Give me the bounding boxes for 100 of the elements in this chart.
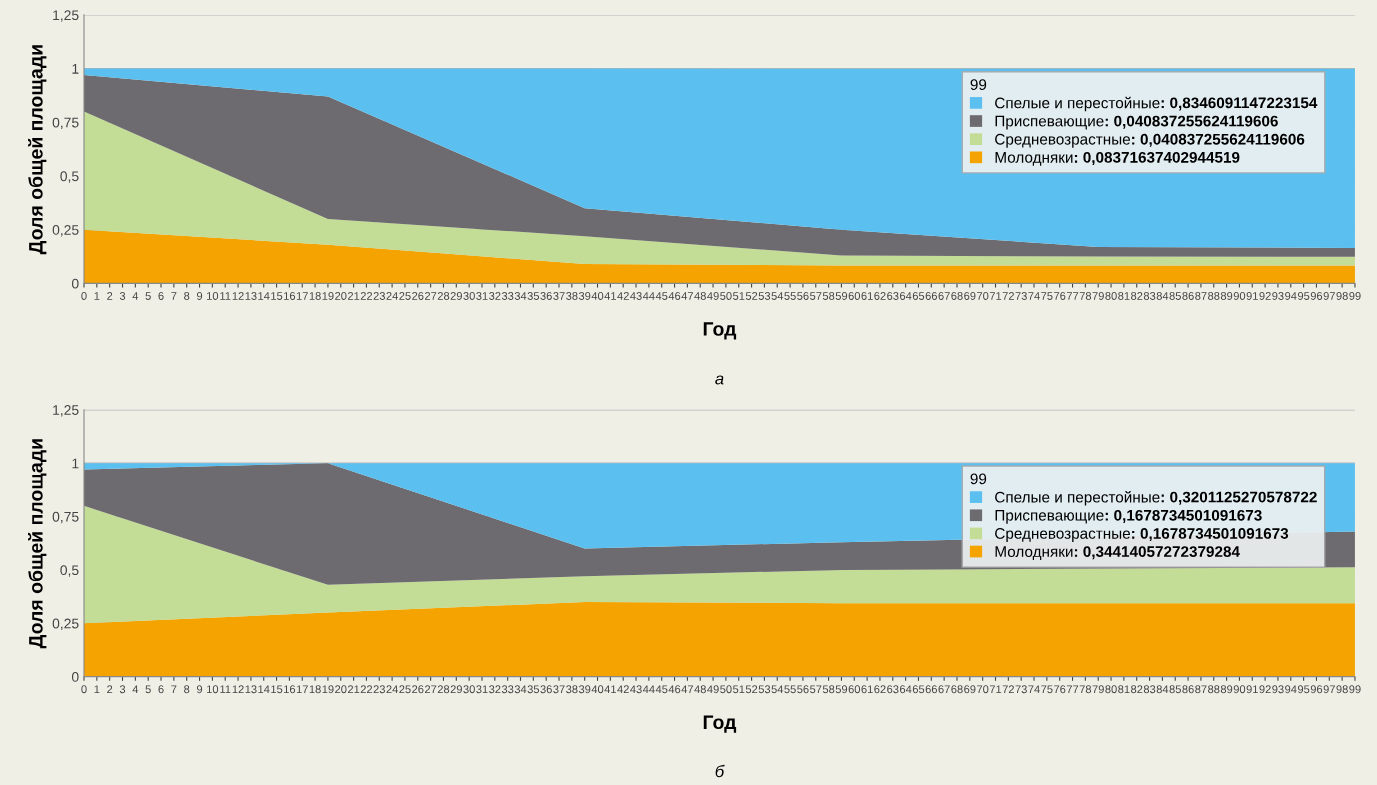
annotation: : 0,1678734501091673 <box>1105 509 1262 523</box>
x-tick-label: 85 <box>1169 685 1181 694</box>
x-tick-label: 30 <box>463 292 475 300</box>
x-tick-label: 55 <box>784 685 796 694</box>
x-tick-label: 11 <box>220 292 231 300</box>
y-tick-label: 0,75 <box>52 117 79 130</box>
x-tick-label: 11 <box>220 685 231 694</box>
x-tick-label: 91 <box>1246 685 1258 694</box>
x-axis-title: Год <box>703 715 737 733</box>
x-tick-label: 14 <box>258 685 270 694</box>
x-tick-label: 74 <box>1028 685 1040 694</box>
x-tick-label: 43 <box>630 292 642 300</box>
x-tick-label: 94 <box>1285 685 1297 694</box>
x-tick-label: 18 <box>309 292 321 300</box>
x-tick-label: 89 <box>1220 685 1233 694</box>
x-tick-label: 10 <box>207 292 219 300</box>
x-tick-label: 93 <box>1272 685 1284 694</box>
x-tick-label: 48 <box>694 685 706 694</box>
x-tick-label: 99 <box>1349 292 1361 300</box>
x-tick-label: 50 <box>720 685 732 694</box>
x-tick-label: 17 <box>296 292 308 300</box>
x-tick-label: 64 <box>900 685 912 694</box>
x-tick-label: 85 <box>1169 292 1181 300</box>
x-tick-label: 22 <box>360 292 373 300</box>
x-tick-label: 77 <box>1066 685 1079 694</box>
x-tick-label: 16 <box>284 685 296 694</box>
x-tick-label: 25 <box>399 685 411 694</box>
x-tick-label: 71 <box>989 292 1002 300</box>
x-tick-label: 76 <box>1054 685 1066 694</box>
x-tick-label: 82 <box>1131 685 1143 694</box>
x-tick-label: 24 <box>386 685 398 694</box>
y-tick-label: 1,25 <box>53 10 79 22</box>
y-tick-label: 1,25 <box>53 405 79 417</box>
y-tick-label: 0 <box>71 672 79 682</box>
x-tick-label: 56 <box>797 292 809 300</box>
x-tick-label: 12 <box>232 292 244 300</box>
x-tick-label: 62 <box>874 685 886 694</box>
legend-title: 99 <box>970 473 987 485</box>
x-tick-label: 20 <box>335 685 347 694</box>
x-tick-label: 38 <box>566 292 578 300</box>
x-tick-label: 94 <box>1285 292 1297 300</box>
annotation: : 0,1678734501091673 <box>1132 528 1289 542</box>
x-tick-label: 81 <box>1118 292 1130 300</box>
x-tick-label: 86 <box>1182 292 1194 300</box>
x-tick-label: 9 <box>196 292 203 300</box>
x-tick-label: 35 <box>527 685 540 694</box>
x-tick-label: 92 <box>1259 292 1271 300</box>
x-tick-label: 27 <box>425 685 437 694</box>
x-tick-label: 74 <box>1028 292 1040 300</box>
x-tick-label: 60 <box>848 292 861 300</box>
x-tick-label: 53 <box>758 292 771 300</box>
x-tick-label: 54 <box>771 685 784 694</box>
y-axis-title: Доля общей площади <box>28 439 47 649</box>
x-tick-label: 15 <box>271 292 283 300</box>
x-tick-label: 65 <box>912 292 925 300</box>
x-tick-label: 70 <box>977 685 989 694</box>
x-tick-label: 58 <box>822 685 835 694</box>
x-tick-label: 63 <box>887 685 899 694</box>
x-tick-label: 71 <box>989 685 1002 694</box>
x-tick-label: 59 <box>835 685 848 694</box>
x-tick-label: 72 <box>1002 685 1014 694</box>
x-tick-label: 88 <box>1208 292 1220 300</box>
x-tick-label: 41 <box>604 685 616 694</box>
x-tick-label: 78 <box>1079 292 1092 300</box>
x-tick-label: 29 <box>450 292 462 300</box>
x-tick-label: 49 <box>707 292 719 300</box>
annotation: : 0,08371637402944519 <box>1074 151 1240 165</box>
x-tick-label: 25 <box>399 292 411 300</box>
legend-title: 99 <box>970 79 987 91</box>
x-tick-label: 37 <box>553 685 565 694</box>
x-tick-label: 44 <box>642 685 655 694</box>
legend-label: Молодняки <box>995 152 1073 166</box>
x-tick-label: 79 <box>1092 292 1104 300</box>
x-tick-label: 98 <box>1336 685 1348 694</box>
x-tick-label: 7 <box>171 292 177 300</box>
x-tick-label: 6 <box>158 292 164 300</box>
x-tick-label: 42 <box>617 292 629 300</box>
x-tick-label: 34 <box>514 685 527 694</box>
x-tick-label: 61 <box>861 685 873 694</box>
text: а <box>715 375 724 385</box>
x-tick-label: 44 <box>642 292 655 300</box>
x-tick-label: 36 <box>540 685 552 694</box>
x-tick-label: 32 <box>489 292 501 300</box>
x-tick-label: 2 <box>107 685 113 694</box>
x-tick-label: 48 <box>694 292 706 300</box>
y-tick-label: 0,5 <box>60 171 79 183</box>
x-tick-label: 76 <box>1054 292 1066 300</box>
x-tick-label: 66 <box>925 685 937 694</box>
x-tick-label: 22 <box>360 685 373 694</box>
x-tick-label: 98 <box>1336 292 1348 300</box>
x-tick-label: 99 <box>1349 685 1361 694</box>
x-tick-label: 68 <box>951 292 963 300</box>
annotation: : 0,040837255624119606 <box>1105 115 1278 129</box>
x-tick-label: 70 <box>977 292 989 300</box>
x-tick-label: 75 <box>1041 292 1053 300</box>
x-tick-label: 7 <box>171 685 177 694</box>
x-tick-label: 46 <box>668 292 681 300</box>
x-tick-label: 61 <box>861 292 873 300</box>
x-tick-label: 38 <box>566 685 578 694</box>
x-tick-label: 90 <box>1233 292 1246 300</box>
